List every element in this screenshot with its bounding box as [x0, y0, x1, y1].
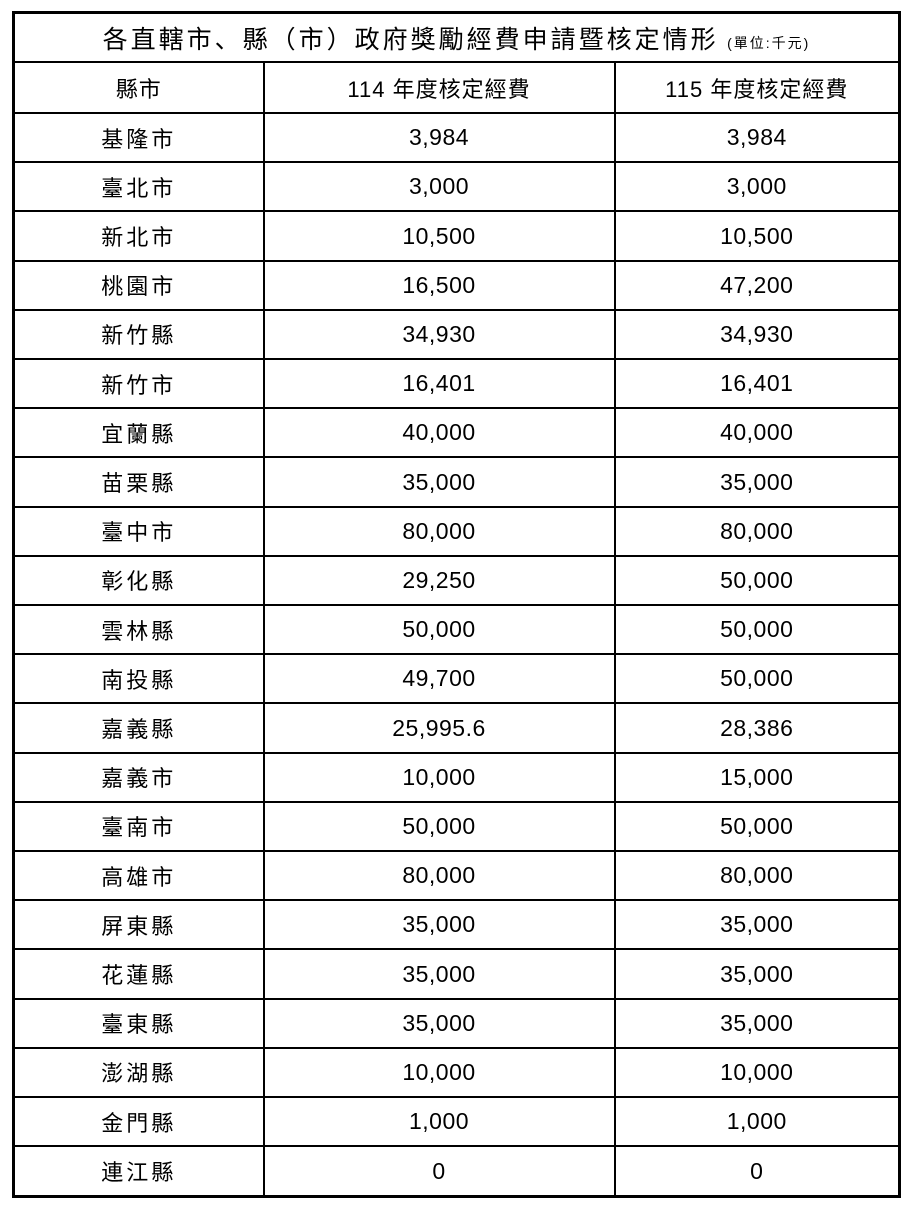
funding-table: 各直轄市、縣（市）政府獎勵經費申請暨核定情形 (單位:千元) 縣市 114 年度…	[12, 11, 902, 1198]
table-row: 苗栗縣 35,000 35,000	[12, 456, 901, 508]
amount-114-cell: 35,000	[262, 456, 616, 508]
amount-114-cell: 1,000	[262, 1096, 616, 1148]
amount-114-cell: 49,700	[262, 653, 616, 705]
column-header-county: 縣市	[12, 61, 265, 114]
amount-114-cell: 35,000	[262, 997, 616, 1049]
table-row: 宜蘭縣 40,000 40,000	[12, 407, 901, 459]
amount-115-cell: 50,000	[613, 800, 901, 853]
amount-114-cell: 10,000	[262, 751, 616, 803]
amount-114-cell: 35,000	[262, 948, 616, 1000]
table-row: 桃園市 16,500 47,200	[12, 259, 901, 311]
county-name-cell: 臺中市	[12, 505, 265, 557]
amount-114-cell: 35,000	[262, 899, 616, 951]
county-name-cell: 新北市	[12, 210, 265, 262]
amount-114-cell: 50,000	[262, 604, 616, 656]
county-name-cell: 基隆市	[12, 111, 265, 164]
county-name-cell: 雲林縣	[12, 604, 265, 656]
county-name-cell: 屏東縣	[12, 899, 265, 951]
amount-114-cell: 34,930	[262, 308, 616, 361]
county-name-cell: 桃園市	[12, 259, 265, 311]
table-row: 嘉義市 10,000 15,000	[12, 751, 901, 803]
amount-115-cell: 0	[613, 1145, 901, 1198]
title-row: 各直轄市、縣（市）政府獎勵經費申請暨核定情形 (單位:千元)	[12, 11, 901, 63]
county-name-cell: 新竹市	[12, 358, 265, 410]
amount-114-cell: 10,500	[262, 210, 616, 262]
county-name-cell: 苗栗縣	[12, 456, 265, 508]
table-row: 臺南市 50,000 50,000	[12, 800, 901, 853]
amount-114-cell: 0	[262, 1145, 616, 1198]
table-row: 彰化縣 29,250 50,000	[12, 554, 901, 607]
amount-115-cell: 80,000	[613, 505, 901, 557]
table-row: 金門縣 1,000 1,000	[12, 1096, 901, 1148]
table-row: 花蓮縣 35,000 35,000	[12, 948, 901, 1000]
amount-114-cell: 29,250	[262, 554, 616, 607]
amount-114-cell: 25,995.6	[262, 702, 616, 754]
amount-115-cell: 16,401	[613, 358, 901, 410]
table-row: 高雄市 80,000 80,000	[12, 850, 901, 902]
table-row: 基隆市 3,984 3,984	[12, 111, 901, 164]
table-row: 新竹市 16,401 16,401	[12, 358, 901, 410]
county-name-cell: 新竹縣	[12, 308, 265, 361]
amount-114-cell: 50,000	[262, 800, 616, 853]
amount-115-cell: 35,000	[613, 899, 901, 951]
amount-114-cell: 40,000	[262, 407, 616, 459]
amount-115-cell: 35,000	[613, 456, 901, 508]
amount-115-cell: 3,000	[613, 161, 901, 213]
county-name-cell: 南投縣	[12, 653, 265, 705]
county-name-cell: 嘉義市	[12, 751, 265, 803]
county-name-cell: 高雄市	[12, 850, 265, 902]
amount-115-cell: 1,000	[613, 1096, 901, 1148]
table-row: 南投縣 49,700 50,000	[12, 653, 901, 705]
county-name-cell: 臺南市	[12, 800, 265, 853]
county-name-cell: 臺北市	[12, 161, 265, 213]
county-name-cell: 金門縣	[12, 1096, 265, 1148]
county-name-cell: 嘉義縣	[12, 702, 265, 754]
table-row: 臺中市 80,000 80,000	[12, 505, 901, 557]
amount-115-cell: 50,000	[613, 653, 901, 705]
amount-115-cell: 50,000	[613, 604, 901, 656]
county-name-cell: 花蓮縣	[12, 948, 265, 1000]
unit-note: (單位:千元)	[727, 34, 811, 51]
amount-115-cell: 10,500	[613, 210, 901, 262]
column-header-y114: 114 年度核定經費	[262, 61, 616, 114]
county-name-cell: 宜蘭縣	[12, 407, 265, 459]
amount-115-cell: 35,000	[613, 948, 901, 1000]
table-row: 嘉義縣 25,995.6 28,386	[12, 702, 901, 754]
table-row: 雲林縣 50,000 50,000	[12, 604, 901, 656]
table-row: 連江縣 0 0	[12, 1145, 901, 1198]
county-name-cell: 彰化縣	[12, 554, 265, 607]
table-row: 臺北市 3,000 3,000	[12, 161, 901, 213]
amount-114-cell: 80,000	[262, 505, 616, 557]
header-row: 縣市 114 年度核定經費 115 年度核定經費	[12, 61, 901, 114]
table-row: 屏東縣 35,000 35,000	[12, 899, 901, 951]
amount-115-cell: 40,000	[613, 407, 901, 459]
table-row: 新竹縣 34,930 34,930	[12, 308, 901, 361]
amount-115-cell: 50,000	[613, 554, 901, 607]
county-name-cell: 臺東縣	[12, 997, 265, 1049]
county-name-cell: 連江縣	[12, 1145, 265, 1198]
amount-115-cell: 47,200	[613, 259, 901, 311]
amount-114-cell: 10,000	[262, 1046, 616, 1099]
table-title-cell: 各直轄市、縣（市）政府獎勵經費申請暨核定情形 (單位:千元)	[12, 11, 901, 63]
amount-114-cell: 3,984	[262, 111, 616, 164]
amount-114-cell: 3,000	[262, 161, 616, 213]
table-row: 澎湖縣 10,000 10,000	[12, 1046, 901, 1099]
amount-115-cell: 35,000	[613, 997, 901, 1049]
column-header-y115: 115 年度核定經費	[613, 61, 901, 114]
table-row: 新北市 10,500 10,500	[12, 210, 901, 262]
amount-115-cell: 3,984	[613, 111, 901, 164]
amount-115-cell: 34,930	[613, 308, 901, 361]
amount-115-cell: 28,386	[613, 702, 901, 754]
amount-115-cell: 10,000	[613, 1046, 901, 1099]
amount-114-cell: 80,000	[262, 850, 616, 902]
amount-114-cell: 16,500	[262, 259, 616, 311]
amount-115-cell: 80,000	[613, 850, 901, 902]
amount-114-cell: 16,401	[262, 358, 616, 410]
amount-115-cell: 15,000	[613, 751, 901, 803]
table-row: 臺東縣 35,000 35,000	[12, 997, 901, 1049]
page-title: 各直轄市、縣（市）政府獎勵經費申請暨核定情形	[102, 25, 719, 54]
county-name-cell: 澎湖縣	[12, 1046, 265, 1099]
